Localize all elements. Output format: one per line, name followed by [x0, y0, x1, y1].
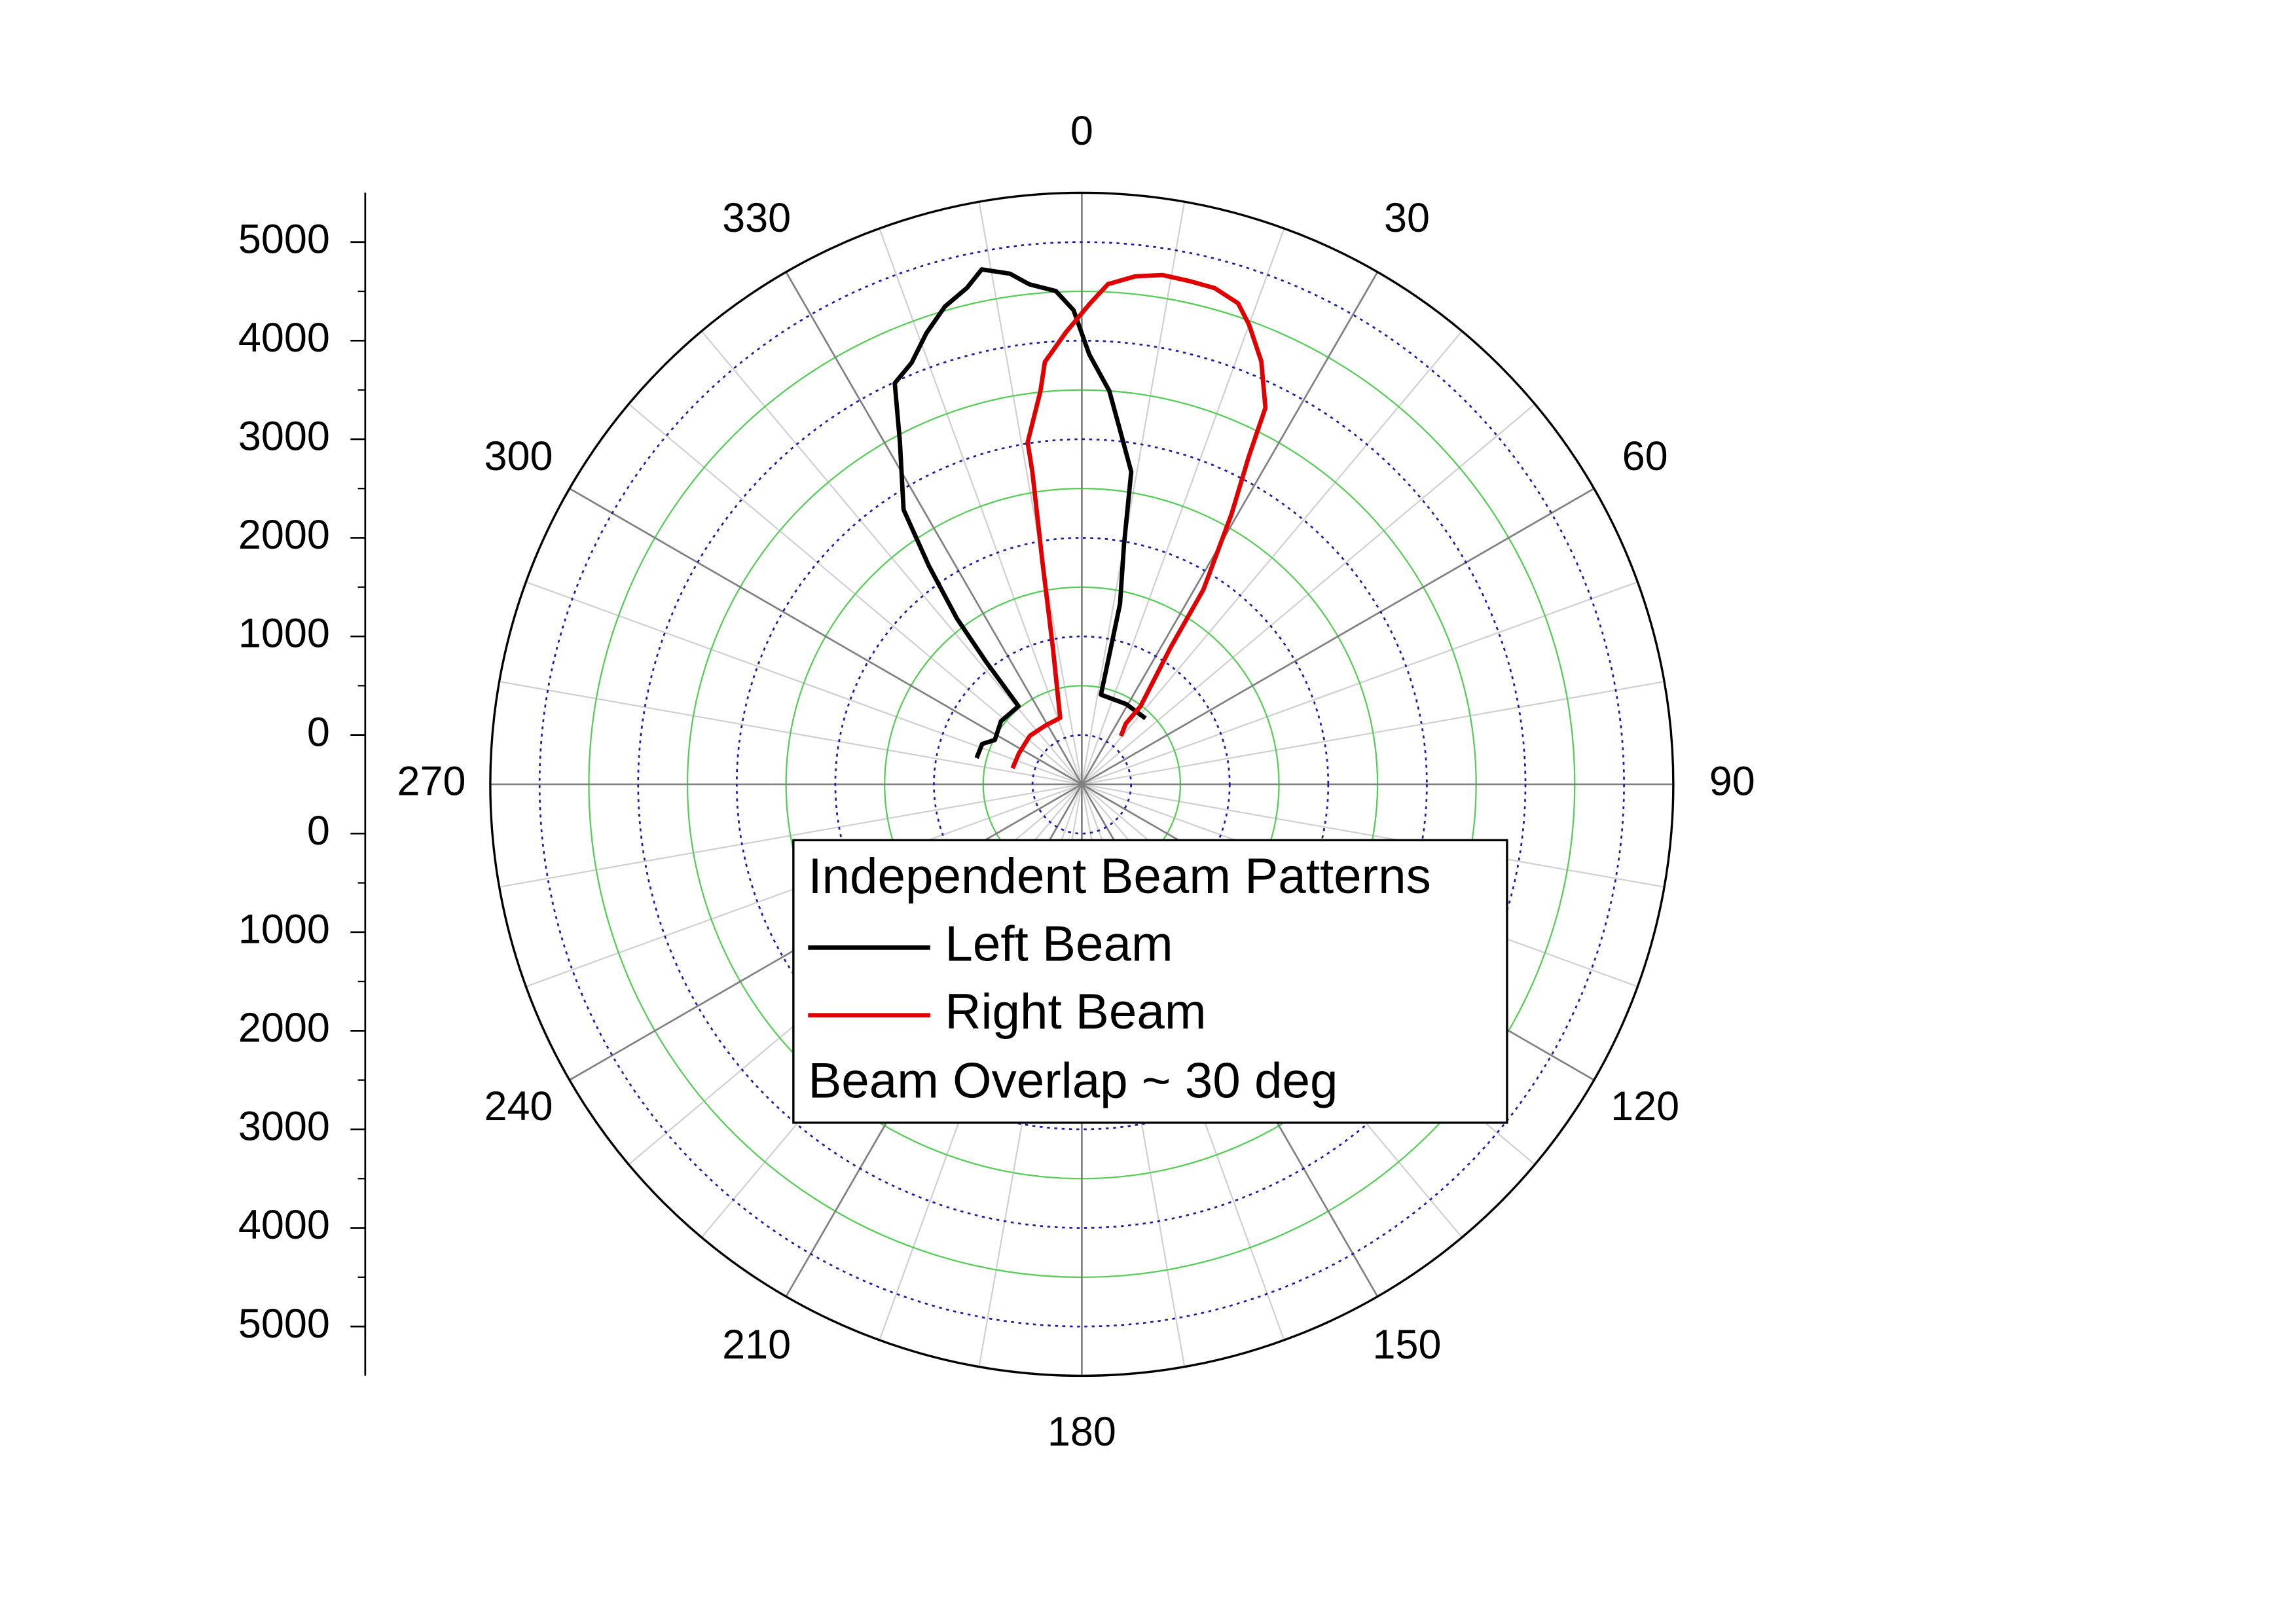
- r-tick-label: 5000: [238, 1301, 330, 1347]
- angle-label: 270: [397, 759, 465, 805]
- major-spoke: [1081, 488, 1595, 786]
- grid-circle: [933, 635, 1231, 934]
- angle-label: 120: [1611, 1084, 1679, 1129]
- grid-circle: [637, 339, 1527, 1229]
- grid-circle: [735, 438, 1428, 1131]
- angle-label: 180: [1048, 1409, 1116, 1455]
- r-tick-label: 0: [307, 808, 330, 854]
- angle-label: 240: [484, 1084, 553, 1129]
- angle-label: 330: [722, 195, 791, 241]
- angle-label: 30: [1384, 195, 1430, 241]
- angle-label: 0: [1070, 108, 1093, 154]
- r-tick-label: 1000: [238, 611, 330, 657]
- r-tick-label: 0: [307, 709, 330, 755]
- r-tick-label: 3000: [238, 414, 330, 460]
- major-spoke: [785, 271, 1083, 785]
- legend-box: [792, 839, 1508, 1124]
- r-tick-label: 4000: [238, 315, 330, 361]
- beam-line: [892, 267, 1147, 759]
- grid-circle: [1031, 734, 1133, 835]
- r-tick-label: 4000: [238, 1202, 330, 1248]
- outer-circle: [489, 191, 1675, 1377]
- angle-label: 150: [1373, 1322, 1442, 1368]
- major-spoke: [1081, 271, 1379, 785]
- r-tick-label: 1000: [238, 906, 330, 952]
- r-tick-label: 2000: [238, 512, 330, 558]
- legend-label: Right Beam: [945, 984, 1206, 1040]
- legend-label: Left Beam: [945, 917, 1173, 972]
- r-tick-label: 2000: [238, 1005, 330, 1051]
- angle-label: 300: [484, 433, 553, 479]
- angle-label: 60: [1622, 433, 1668, 479]
- grid-circle: [834, 537, 1330, 1032]
- legend-title: Independent Beam Patterns: [808, 848, 1431, 904]
- beam-line: [1010, 272, 1268, 769]
- annotation: Beam Overlap ~ 30 deg: [808, 1053, 1338, 1109]
- r-tick-label: 5000: [238, 216, 330, 262]
- angle-label: 90: [1709, 759, 1755, 805]
- grid-circle: [538, 241, 1625, 1328]
- angle-label: 210: [722, 1322, 791, 1368]
- r-tick-label: 3000: [238, 1104, 330, 1150]
